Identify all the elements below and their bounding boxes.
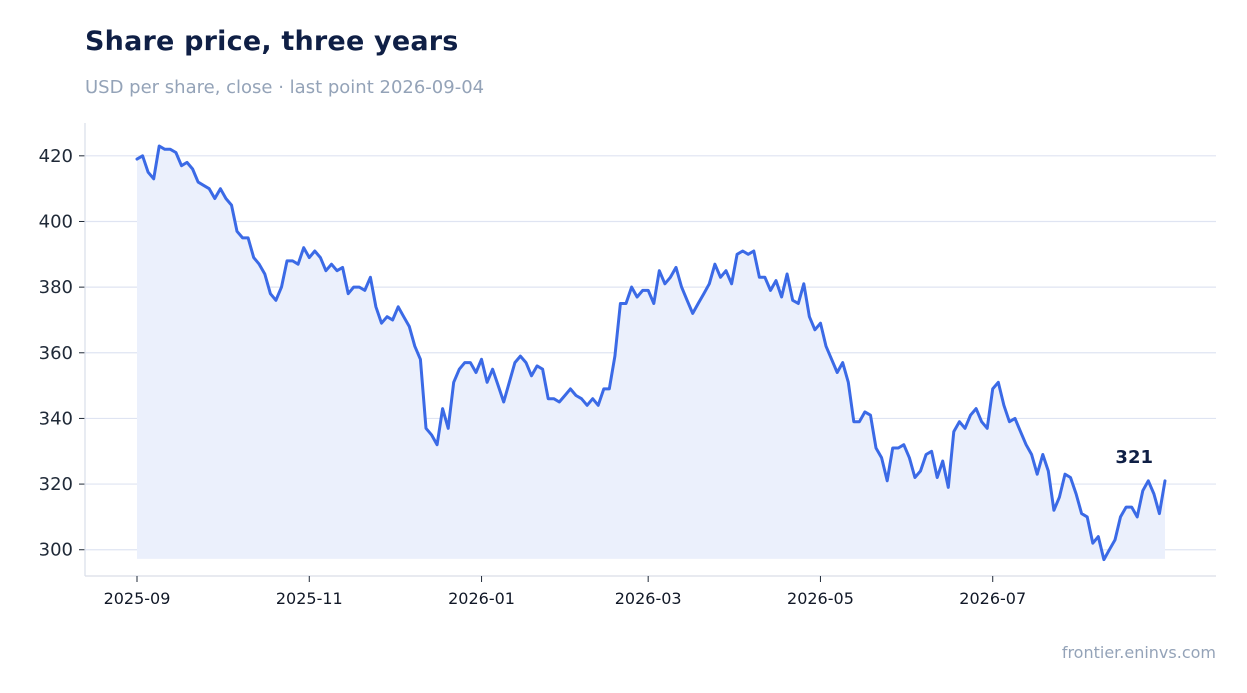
chart-title: Share price, three years <box>85 26 459 57</box>
x-tick-label: 2025-09 <box>104 589 171 608</box>
x-tick-label: 2026-03 <box>615 589 682 608</box>
x-tick-label: 2026-01 <box>448 589 515 608</box>
y-tick-label: 300 <box>39 540 73 561</box>
x-tick-label: 2026-07 <box>959 589 1026 608</box>
source-credit: frontier.eninvs.com <box>1061 643 1216 662</box>
chart-subtitle: USD per share, close · last point 2026-0… <box>85 77 485 98</box>
last-value-label: 321 <box>1115 447 1153 468</box>
y-tick-label: 400 <box>39 211 73 232</box>
x-tick-label: 2026-05 <box>787 589 854 608</box>
y-tick-label: 320 <box>39 474 73 495</box>
y-tick-label: 380 <box>39 277 73 298</box>
y-tick-label: 420 <box>39 146 73 167</box>
x-tick-label: 2025-11 <box>276 589 343 608</box>
price-line <box>135 144 1167 562</box>
y-tick-label: 340 <box>39 408 73 429</box>
y-tick-label: 360 <box>39 343 73 364</box>
